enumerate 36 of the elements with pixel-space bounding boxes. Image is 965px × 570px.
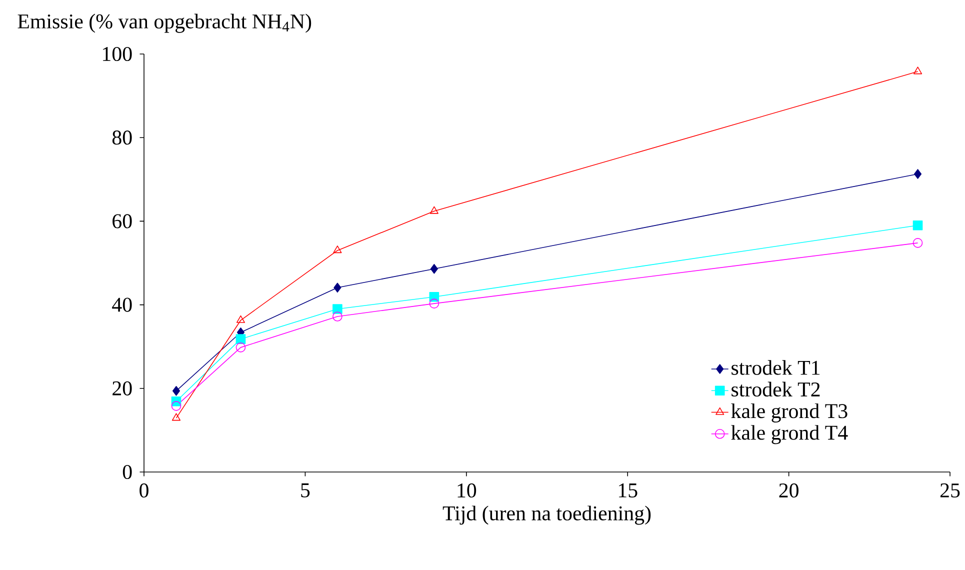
y-tick-label: 100 bbox=[103, 46, 132, 62]
y-tick-label: 80 bbox=[112, 130, 132, 145]
point bbox=[430, 206, 438, 214]
point bbox=[172, 413, 181, 421]
legend-label: strodek T1 bbox=[732, 360, 820, 375]
point bbox=[171, 401, 182, 411]
legend-label: kale grond T4 bbox=[731, 425, 848, 444]
point bbox=[333, 246, 342, 254]
point bbox=[236, 334, 246, 344]
y-tick-label: 20 bbox=[112, 381, 132, 396]
y-tick-label: 0 bbox=[122, 464, 132, 480]
point bbox=[332, 312, 342, 322]
x-tick-label: 20 bbox=[779, 483, 798, 498]
legend-label: kale grond T3 bbox=[731, 403, 848, 422]
point bbox=[914, 169, 922, 179]
x-tick-label: 10 bbox=[458, 483, 476, 498]
point bbox=[430, 264, 438, 274]
x-tick-label: 25 bbox=[940, 483, 960, 498]
point bbox=[429, 292, 440, 302]
legend-label: strodek T2 bbox=[732, 382, 820, 397]
y-axis-title: Emissie (% van opgebracht NH$_{4}$N) bbox=[18, 14, 312, 33]
x-tick-label: 5 bbox=[301, 483, 310, 498]
x-tick-label: 0 bbox=[140, 483, 148, 498]
point bbox=[332, 304, 342, 314]
x-tick-label: 15 bbox=[618, 483, 638, 498]
point bbox=[429, 298, 440, 308]
point bbox=[334, 282, 342, 293]
point bbox=[912, 238, 923, 248]
x-axis-title: Tijd (uren na toediening) bbox=[442, 506, 651, 525]
y-tick-label: 60 bbox=[112, 214, 132, 228]
y-tick-label: 40 bbox=[112, 298, 132, 312]
point bbox=[913, 66, 922, 74]
point bbox=[236, 342, 246, 352]
point bbox=[236, 315, 246, 323]
point bbox=[912, 220, 923, 230]
point bbox=[172, 386, 180, 396]
